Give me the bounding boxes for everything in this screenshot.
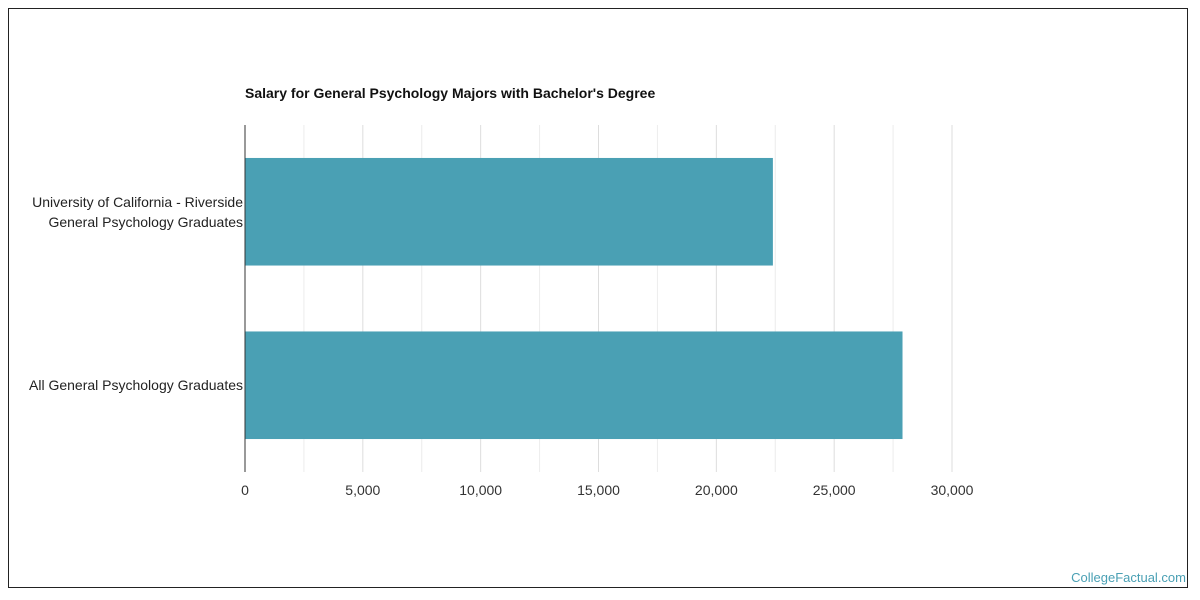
x-tick-label: 25,000 (813, 482, 856, 498)
x-tick-label: 5,000 (345, 482, 380, 498)
x-tick-label: 15,000 (577, 482, 620, 498)
x-tick-label: 0 (241, 482, 249, 498)
category-label-line: General Psychology Graduates (48, 213, 243, 230)
watermark[interactable]: CollegeFactual.com (1071, 570, 1186, 585)
x-tick-label: 30,000 (931, 482, 974, 498)
bar (245, 157, 773, 266)
bar (245, 331, 903, 440)
category-label: University of California - Riverside Gene… (32, 192, 243, 232)
chart-title: Salary for General Psychology Majors wit… (245, 85, 656, 101)
category-label-line: All General Psychology Graduates (29, 377, 243, 394)
category-label: All General Psychology Graduates (29, 375, 243, 395)
category-label-line: University of California - Riverside (32, 193, 243, 210)
x-tick-label: 20,000 (695, 482, 738, 498)
x-tick-label: 10,000 (459, 482, 502, 498)
